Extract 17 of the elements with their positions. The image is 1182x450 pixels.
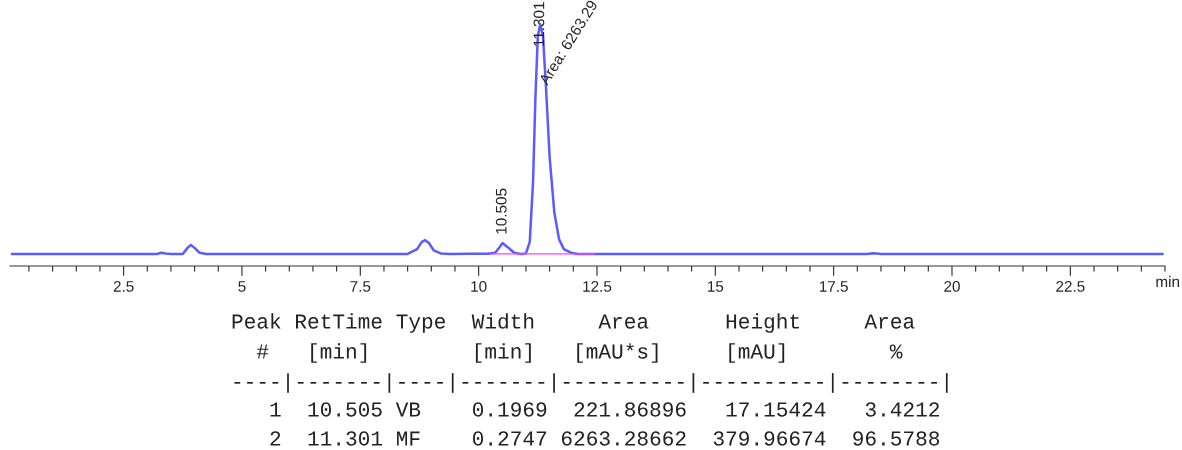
text: # [min] [min] [mAU*s] [mAU] % [256, 343, 903, 363]
x-tick-label: 10 [471, 280, 487, 292]
text: 1 10.505 VB 0.1969 221.86896 17.15424 3.4212 [270, 402, 939, 417]
x-tick-label: 20 [944, 280, 960, 292]
x-tick-label: 15 [707, 281, 724, 292]
text: Peak RetTime Type Width Area Height Area [232, 313, 915, 333]
x-tick-label: 12.5 [583, 280, 612, 292]
x-tick-label: 7.5 [350, 281, 371, 292]
annotation: 10.505 [495, 188, 507, 234]
x-tick-label: 22.5 [1056, 280, 1085, 292]
text: ----|-------|----|-------|----------|----------|--------| [234, 373, 948, 393]
x-axis-title: min [1156, 275, 1180, 287]
x-tick-label: 17.5 [819, 281, 848, 292]
text: 2 11.301 MF 0.2747 6263.28662 379.96674 96.5788 [270, 431, 940, 446]
x-tick-label: 5 [238, 281, 246, 292]
annotation: 11.301 [533, 2, 545, 46]
x-tick-label: 2.5 [113, 280, 134, 292]
